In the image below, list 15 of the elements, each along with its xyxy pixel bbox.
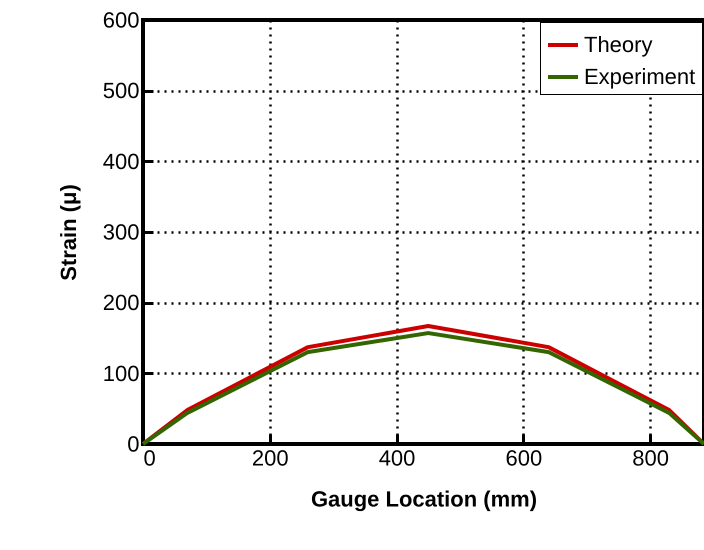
legend-label: Experiment <box>584 64 696 89</box>
y-tick-label: 200 <box>102 290 140 316</box>
y-tick-label: 500 <box>102 78 140 104</box>
x-tick-label: 800 <box>632 446 669 470</box>
y-tick-label: 600 <box>102 8 140 32</box>
y-tick-label: 300 <box>102 220 140 244</box>
y-tick-label: 100 <box>102 360 140 386</box>
y-tick-label: 400 <box>102 148 140 174</box>
x-axis-title: Gauge Location (mm) <box>310 486 538 512</box>
x-tick-label: 600 <box>505 446 542 470</box>
legend-label: Theory <box>584 32 652 57</box>
x-tick-label: 200 <box>252 446 289 470</box>
y-axis-title: Strain (μ) <box>56 184 81 281</box>
x-tick-label: 0 <box>144 446 156 470</box>
x-tick-label: 400 <box>378 446 416 470</box>
